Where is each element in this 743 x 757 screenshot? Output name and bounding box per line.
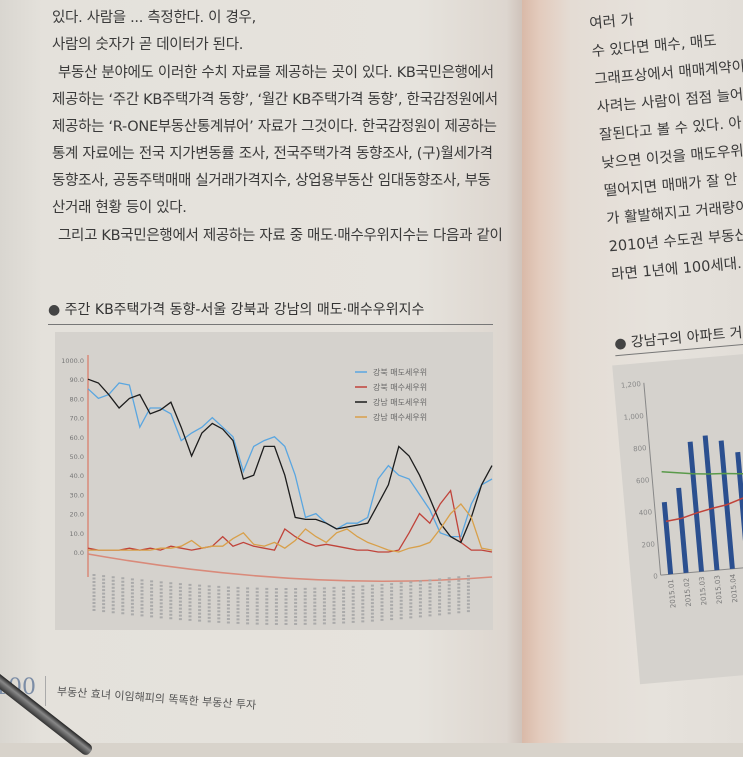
body-text-line: 라면 1년에 100세대. 즉: [610, 254, 743, 284]
body-text-line: 수 있다면 매수, 매도: [591, 33, 718, 61]
x-tick-label: 2015.03: [713, 575, 723, 605]
bar: [676, 487, 689, 574]
y-tick-label: 0.0: [74, 549, 84, 557]
body-text-line: 산거래 현황 등이 있다.: [52, 200, 187, 216]
body-text-line: 그래프상에서 매매계약이: [593, 58, 743, 88]
y-tick-label: 30.0: [70, 491, 84, 499]
footer-divider: [45, 676, 46, 706]
body-text-line: 제공하는 ‘주간 KB주택가격 동향’, ‘월간 KB주택가격 동향’, 한국감…: [52, 92, 498, 108]
line-chart: 0.0 10.0 20.0 30.0 40.0 50.0 60.0 70.0 80.0 90.0 1…: [61, 355, 493, 626]
y-tick-label: 80.0: [70, 395, 84, 403]
bar-chart-title-text: 강남구의 아파트 거래량: [630, 322, 743, 351]
x-tick-label: 2015.03: [698, 576, 708, 606]
legend-label: 강남 매도세우위: [373, 397, 427, 407]
series-line-3: [88, 503, 493, 553]
bar: [702, 435, 720, 571]
legend-label: 강북 매도세우위: [373, 367, 427, 377]
x-tick-label: 2015.04: [729, 573, 740, 603]
body-text-line: 제공하는 ‘R-ONE부동산통계뷰어’ 자료가 그것이다. 한국감정원이 제공하…: [52, 119, 497, 135]
legend-label: 강북 매수세우위: [373, 382, 427, 392]
y-tick-label: 400: [638, 508, 652, 517]
body-text-line: 부동산 분야에도 이러한 수치 자료를 제공하는 곳이 있다. KB국민은행에서: [58, 65, 494, 81]
body-text-line: 낮으면 이것을 매도우위: [600, 143, 743, 172]
location-pin-icon: ●: [48, 302, 61, 318]
body-text-line: 여러 가: [588, 12, 635, 33]
y-tick-label: 200: [641, 540, 655, 549]
body-text-line: 동향조사, 공동주택매매 실거래가격지수, 상업용부동산 임대동향조사, 부동: [52, 173, 491, 189]
body-text-line: 가 활발해지고 거래량이: [605, 199, 743, 228]
x-axis: [87, 553, 493, 582]
y-tick-label: 50.0: [70, 453, 84, 461]
y-tick-label: 1000.0: [61, 357, 84, 365]
x-tick-label: 2015.02: [683, 578, 693, 608]
legend-label: 강남 매수세우위: [373, 412, 427, 422]
bar: [735, 451, 743, 568]
y-tick-label: 70.0: [70, 415, 84, 423]
trend-line-0: [665, 476, 743, 523]
series-line-2: [87, 378, 493, 544]
y-tick-label: 600: [636, 476, 650, 485]
y-tick-label: 20.0: [70, 511, 84, 519]
x-tick-label: 2015.01: [667, 579, 677, 609]
location-pin-icon: ●: [613, 335, 628, 353]
body-text-line: 있다. 사람을 ... 측정한다. 이 경우,: [52, 10, 256, 26]
series-line-0: [87, 382, 493, 538]
body-text-line: 그리고 KB국민은행에서 제공하는 자료 중 매도·매수우위지수는 다음과 같이: [58, 228, 503, 244]
body-text-line: 떨어지면 매매가 잘 안 되: [603, 170, 743, 200]
line-chart-title-text: 주간 KB주택가격 동향-서울 강북과 강남의 매도·매수우위지수: [64, 302, 425, 318]
y-tick-label: 800: [633, 444, 647, 453]
y-tick-label: 40.0: [70, 472, 84, 480]
bar-chart: 0 200 400 600 800 1,000 1,200 2015.01 2015.02 201…: [621, 380, 743, 609]
body-text-line: 2010년 수도권 부동산 시: [608, 226, 743, 256]
bar-chart-panel: 0 200 400 600 800 1,000 1,200 2015.01 2015.02 201…: [612, 346, 743, 685]
body-text-line: 통계 자료에는 전국 지가변동률 조사, 전국주택가격 동향조사, (구)월세가…: [52, 146, 493, 162]
y-tick-label: 10.0: [70, 530, 84, 538]
y-tick-label: 1,200: [621, 380, 642, 390]
y-tick-label: 90.0: [70, 376, 84, 384]
trend-line-1: [661, 468, 743, 476]
y-tick-label: 60.0: [70, 434, 84, 442]
line-chart-title: ● 주간 KB주택가격 동향-서울 강북과 강남의 매도·매수우위지수: [48, 299, 424, 319]
y-tick-label: 1,000: [623, 412, 644, 422]
body-text-line: 사람의 숫자가 곧 데이터가 된다.: [52, 37, 244, 53]
left-page: 있다. 사람을 ... 측정한다. 이 경우, 사람의 숫자가 곧 데이터가 된다…: [0, 0, 522, 757]
y-tick-label: 0: [653, 572, 658, 580]
body-text-line: 사려는 사람이 점점 늘어: [595, 87, 743, 116]
bar: [661, 501, 674, 575]
x-axis: [660, 558, 743, 576]
bar: [687, 441, 704, 572]
bar-chart-title: ● 강남구의 아파트 거래량: [613, 320, 743, 353]
body-text-line: 잘된다고 볼 수 있다. 아: [598, 115, 743, 144]
line-chart-panel: 0.0 10.0 20.0 30.0 40.0 50.0 60.0 70.0 80.0 90.0 1…: [55, 332, 493, 630]
series-line-1: [87, 489, 493, 553]
book-title-footer: 부동산 효녀 이임해피의 똑똑한 부동산 투자: [56, 685, 257, 712]
title-underline: [48, 324, 493, 325]
y-axis: [643, 382, 662, 576]
